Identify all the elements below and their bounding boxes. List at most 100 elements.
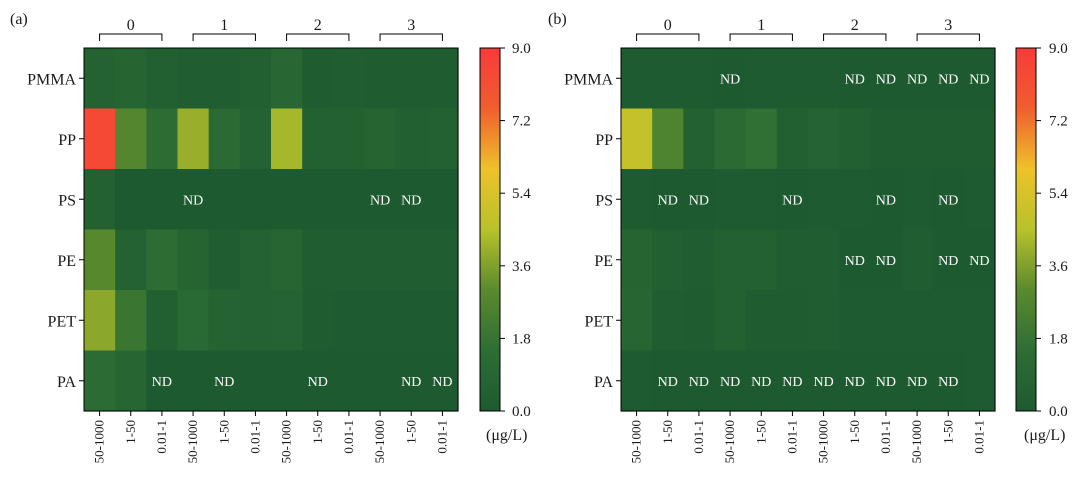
- heatmap-cell: [870, 290, 903, 352]
- heatmap-cell: [239, 169, 272, 231]
- heatmap-cell: [870, 350, 903, 412]
- nd-label: ND: [720, 375, 740, 390]
- nd-label: ND: [782, 375, 802, 390]
- row-label: PE: [57, 253, 76, 270]
- nd-label: ND: [876, 193, 896, 208]
- heatmap-cell: [901, 350, 934, 412]
- heatmap-cell: [333, 169, 366, 231]
- heatmap-cell: [621, 48, 653, 110]
- colorbar-tick-label: 7.2: [512, 114, 531, 130]
- nd-label: ND: [969, 72, 989, 87]
- heatmap-cell: [683, 350, 716, 412]
- heatmap-panel-2: (b) ND ND ND ND ND ND ND ND ND ND ND ND ND ND ND ND ND ND N…: [548, 11, 1068, 463]
- heatmap-cell: [239, 108, 272, 170]
- nd-label: ND: [689, 193, 709, 208]
- heatmap-cell: [146, 350, 179, 412]
- heatmap-cell: [395, 290, 428, 352]
- colorbar-tick-label: 3.6: [512, 259, 531, 275]
- column-label: 0.01-1: [784, 420, 799, 454]
- heatmap-cell: [333, 229, 366, 291]
- nd-label: ND: [845, 72, 865, 87]
- group-label: 2: [851, 17, 859, 34]
- heatmap-cell: [714, 169, 747, 231]
- nd-label: ND: [845, 375, 865, 390]
- heatmap-cell: [652, 229, 684, 291]
- column-label: 1-50: [123, 420, 138, 444]
- heatmap-cell: [177, 108, 210, 170]
- group-bracket: [729, 33, 793, 41]
- heatmap-cell: [621, 108, 653, 170]
- heatmap-cell: [395, 350, 428, 412]
- heatmap-cell: [271, 229, 303, 291]
- heatmap-cell: [808, 350, 840, 412]
- column-label: 50-1000: [816, 420, 831, 463]
- column-label: 50-1000: [92, 420, 107, 463]
- nd-label: ND: [876, 375, 896, 390]
- heatmap-cell: [333, 290, 366, 352]
- heatmap-cell: [963, 48, 996, 110]
- heatmap-cell: [621, 290, 653, 352]
- heatmap-cell: [621, 350, 653, 412]
- heatmap-cell: [932, 48, 965, 110]
- heatmap-cell: [776, 290, 809, 352]
- group-label: 0: [664, 17, 672, 34]
- heatmap-cell: [146, 108, 179, 170]
- heatmap-cell: [808, 169, 840, 231]
- heatmap-cell: [932, 350, 965, 412]
- heatmap-cell: [271, 350, 303, 412]
- column-label: 0.01-1: [434, 420, 449, 454]
- heatmap-cell: [115, 169, 147, 231]
- nd-label: ND: [658, 193, 678, 208]
- heatmap-cell: [901, 169, 934, 231]
- heatmap-cell: [776, 108, 809, 170]
- heatmap-cell: [714, 290, 747, 352]
- heatmap-cell: [963, 108, 996, 170]
- heatmap-cell: [426, 108, 459, 170]
- heatmap-cell: [652, 290, 684, 352]
- heatmap-cell: [333, 48, 366, 110]
- heatmap-cell: [84, 350, 116, 412]
- heatmap-cell: [839, 290, 871, 352]
- row-label: PET: [585, 313, 614, 330]
- heatmap-cell: [426, 48, 459, 110]
- heatmap-cell: [745, 290, 778, 352]
- heatmap-cell: [302, 229, 334, 291]
- colorbar-tick-label: 0.0: [1049, 404, 1068, 420]
- heatmap-cell: [364, 169, 397, 231]
- nd-label: ND: [152, 375, 172, 390]
- column-label: 1-50: [660, 420, 675, 444]
- heatmap-cell: [745, 169, 778, 231]
- heatmap-cell: [745, 108, 778, 170]
- heatmap-cell: [426, 350, 459, 412]
- heatmap-cell: [870, 108, 903, 170]
- heatmap-cell: [683, 108, 716, 170]
- nd-label: ND: [720, 72, 740, 87]
- heatmap-cell: [271, 108, 303, 170]
- heatmap-cell: [714, 229, 747, 291]
- heatmap-cell: [364, 350, 397, 412]
- heatmap-cell: [808, 48, 840, 110]
- heatmap-cell: [364, 229, 397, 291]
- group-label: 0: [127, 17, 135, 34]
- column-label: 50-1000: [629, 420, 644, 463]
- nd-label: ND: [401, 193, 421, 208]
- panel-label: (b): [548, 11, 567, 28]
- nd-label: ND: [432, 375, 452, 390]
- heatmap-cell: [808, 290, 840, 352]
- heatmap-cell: [239, 350, 272, 412]
- nd-label: ND: [782, 193, 802, 208]
- nd-label: ND: [845, 254, 865, 269]
- group-bracket: [823, 33, 887, 41]
- heatmap-cell: [364, 290, 397, 352]
- row-label: PP: [595, 132, 613, 149]
- column-label: 0.01-1: [971, 420, 986, 454]
- heatmap-cell: [177, 290, 210, 352]
- nd-label: ND: [907, 375, 927, 390]
- colorbar-tick-label: 3.6: [1049, 259, 1068, 275]
- column-label: 0.01-1: [247, 420, 262, 454]
- group-bracket: [286, 33, 350, 41]
- group-label: 1: [220, 17, 228, 34]
- row-label: PMMA: [27, 71, 76, 88]
- heatmap-cell: [115, 48, 147, 110]
